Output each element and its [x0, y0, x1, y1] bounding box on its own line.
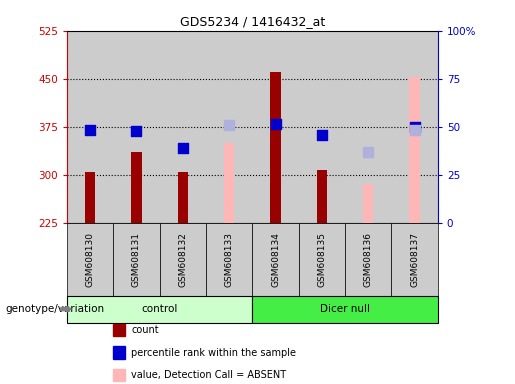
Text: GSM608133: GSM608133: [225, 232, 234, 287]
Bar: [67, 31, 113, 223]
Bar: [85, 172, 95, 223]
Bar: [178, 172, 188, 223]
Bar: [299, 31, 345, 223]
Bar: [206, 31, 252, 223]
Text: GSM608136: GSM608136: [364, 232, 373, 287]
Point: [86, 127, 94, 133]
Point: [132, 128, 141, 134]
Point: [225, 122, 233, 128]
Bar: [345, 31, 391, 223]
Text: GSM608137: GSM608137: [410, 232, 419, 287]
Point: [271, 121, 280, 127]
Point: [410, 127, 419, 133]
Text: percentile rank within the sample: percentile rank within the sample: [131, 348, 296, 358]
Text: GSM608130: GSM608130: [85, 232, 95, 287]
Text: genotype/variation: genotype/variation: [5, 304, 104, 314]
Text: GSM608134: GSM608134: [271, 232, 280, 286]
Point: [410, 124, 419, 130]
Text: count: count: [131, 325, 159, 335]
Point: [318, 132, 326, 138]
Title: GDS5234 / 1416432_at: GDS5234 / 1416432_at: [180, 15, 325, 28]
Text: GSM608131: GSM608131: [132, 232, 141, 287]
Bar: [270, 72, 281, 223]
Text: control: control: [142, 304, 178, 314]
Bar: [363, 184, 373, 223]
Bar: [131, 152, 142, 223]
Point: [179, 145, 187, 151]
Bar: [113, 31, 160, 223]
Bar: [391, 31, 438, 223]
Text: GSM608135: GSM608135: [317, 232, 327, 287]
Bar: [252, 31, 299, 223]
Bar: [317, 170, 327, 223]
Text: Dicer null: Dicer null: [320, 304, 370, 314]
Point: [364, 149, 372, 156]
Bar: [160, 31, 206, 223]
Bar: [409, 77, 420, 223]
Text: value, Detection Call = ABSENT: value, Detection Call = ABSENT: [131, 370, 286, 380]
Bar: [224, 143, 234, 223]
Text: GSM608132: GSM608132: [178, 232, 187, 286]
